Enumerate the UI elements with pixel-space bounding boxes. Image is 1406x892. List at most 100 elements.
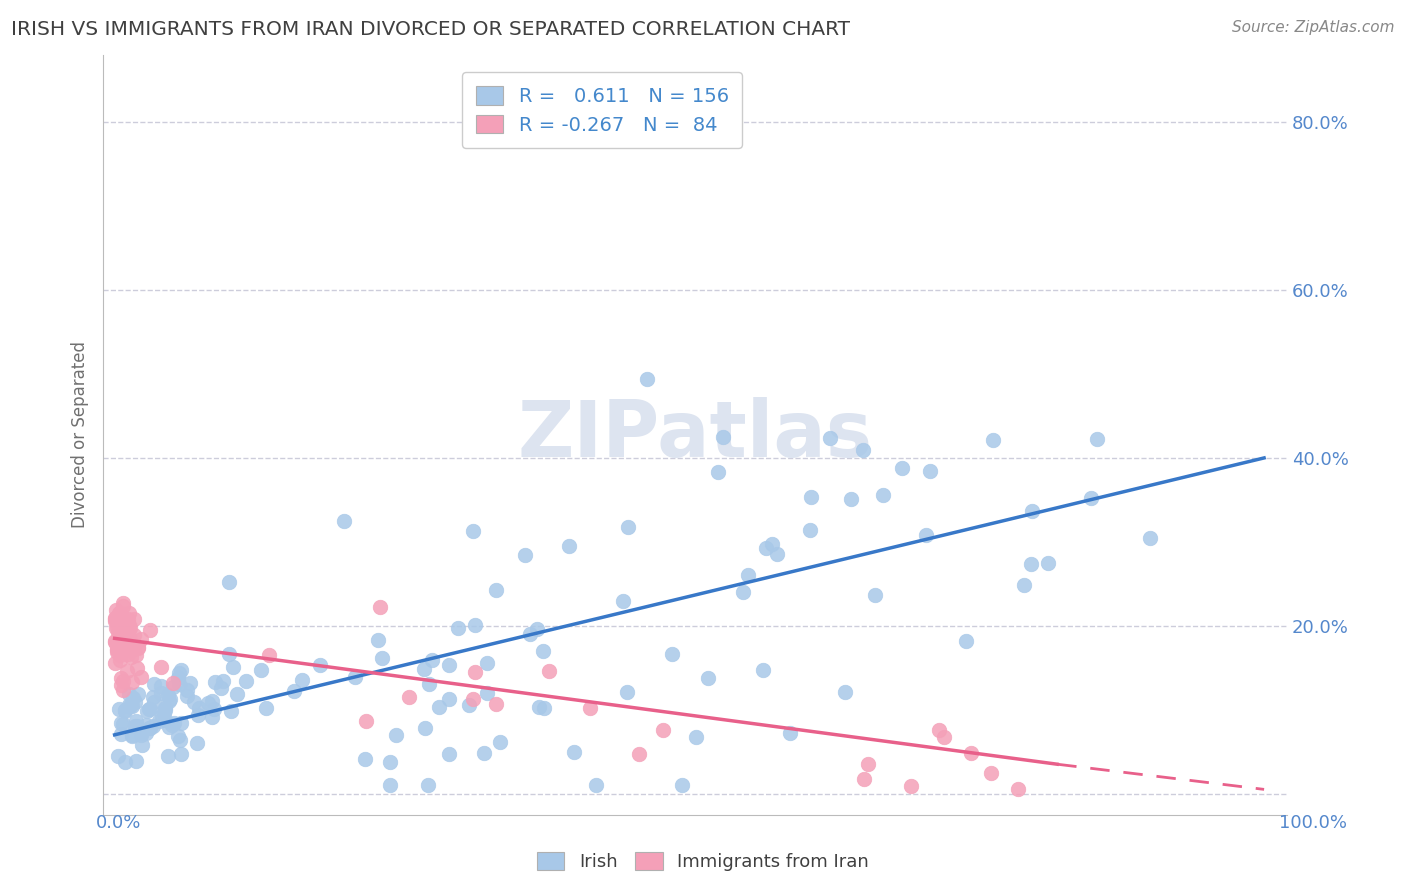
- Point: [149, 660, 172, 674]
- Point: [562, 746, 585, 760]
- Point: [531, 643, 554, 657]
- Point: [1007, 782, 1029, 797]
- Point: [834, 685, 856, 699]
- Point: [422, 653, 444, 667]
- Point: [437, 691, 460, 706]
- Point: [142, 718, 165, 732]
- Point: [225, 686, 247, 700]
- Point: [955, 634, 977, 648]
- Point: [108, 648, 131, 663]
- Point: [652, 723, 675, 737]
- Point: [671, 778, 693, 792]
- Point: [127, 687, 149, 701]
- Point: [918, 465, 941, 479]
- Point: [370, 600, 392, 615]
- Point: [135, 718, 157, 732]
- Point: [167, 729, 190, 743]
- Point: [413, 662, 436, 676]
- Point: [142, 695, 165, 709]
- Point: [212, 673, 235, 688]
- Point: [138, 721, 160, 735]
- Point: [118, 606, 141, 620]
- Point: [157, 720, 180, 734]
- Point: [114, 616, 136, 631]
- Point: [131, 738, 153, 752]
- Point: [343, 670, 366, 684]
- Point: [107, 624, 129, 639]
- Point: [148, 714, 170, 728]
- Point: [138, 623, 160, 637]
- Point: [104, 612, 127, 626]
- Point: [163, 715, 186, 730]
- Text: IRISH VS IMMIGRANTS FROM IRAN DIVORCED OR SEPARATED CORRELATION CHART: IRISH VS IMMIGRANTS FROM IRAN DIVORCED O…: [11, 20, 851, 38]
- Point: [117, 664, 139, 678]
- Point: [761, 536, 783, 550]
- Point: [155, 702, 177, 716]
- Point: [928, 723, 950, 737]
- Point: [1085, 432, 1108, 446]
- Point: [157, 694, 180, 708]
- Point: [112, 682, 135, 697]
- Point: [370, 650, 392, 665]
- Point: [413, 722, 436, 736]
- Point: [155, 714, 177, 728]
- Point: [557, 539, 579, 553]
- Point: [752, 663, 775, 677]
- Point: [112, 621, 135, 635]
- Point: [707, 465, 730, 479]
- Point: [427, 700, 450, 714]
- Point: [291, 673, 314, 687]
- Point: [114, 635, 136, 649]
- Point: [464, 617, 486, 632]
- Point: [111, 717, 134, 731]
- Point: [779, 726, 801, 740]
- Point: [121, 675, 143, 690]
- Point: [354, 714, 377, 728]
- Point: [121, 690, 143, 705]
- Point: [385, 728, 408, 742]
- Point: [915, 527, 938, 541]
- Point: [186, 736, 208, 750]
- Point: [104, 634, 127, 648]
- Point: [526, 622, 548, 636]
- Point: [110, 715, 132, 730]
- Point: [447, 621, 470, 635]
- Point: [104, 615, 127, 629]
- Point: [122, 639, 145, 653]
- Text: ZIPatlas: ZIPatlas: [517, 397, 873, 473]
- Point: [105, 637, 128, 651]
- Point: [112, 596, 135, 610]
- Point: [533, 701, 555, 715]
- Point: [380, 755, 402, 769]
- Point: [485, 697, 508, 711]
- Point: [960, 746, 983, 760]
- Point: [155, 701, 177, 715]
- Point: [117, 612, 139, 626]
- Point: [129, 726, 152, 740]
- Point: [125, 648, 148, 663]
- Point: [142, 677, 165, 691]
- Point: [1036, 557, 1059, 571]
- Point: [661, 647, 683, 661]
- Point: [124, 718, 146, 732]
- Point: [104, 611, 127, 625]
- Point: [149, 686, 172, 700]
- Point: [108, 635, 131, 649]
- Point: [169, 733, 191, 747]
- Point: [121, 637, 143, 651]
- Point: [197, 696, 219, 710]
- Point: [112, 634, 135, 648]
- Point: [170, 747, 193, 761]
- Point: [104, 602, 127, 616]
- Point: [117, 647, 139, 661]
- Point: [110, 671, 132, 685]
- Text: 100.0%: 100.0%: [1279, 814, 1347, 831]
- Point: [218, 574, 240, 589]
- Point: [127, 640, 149, 654]
- Point: [713, 430, 735, 444]
- Point: [472, 747, 495, 761]
- Point: [127, 660, 149, 674]
- Point: [218, 647, 240, 661]
- Point: [872, 488, 894, 502]
- Point: [107, 701, 129, 715]
